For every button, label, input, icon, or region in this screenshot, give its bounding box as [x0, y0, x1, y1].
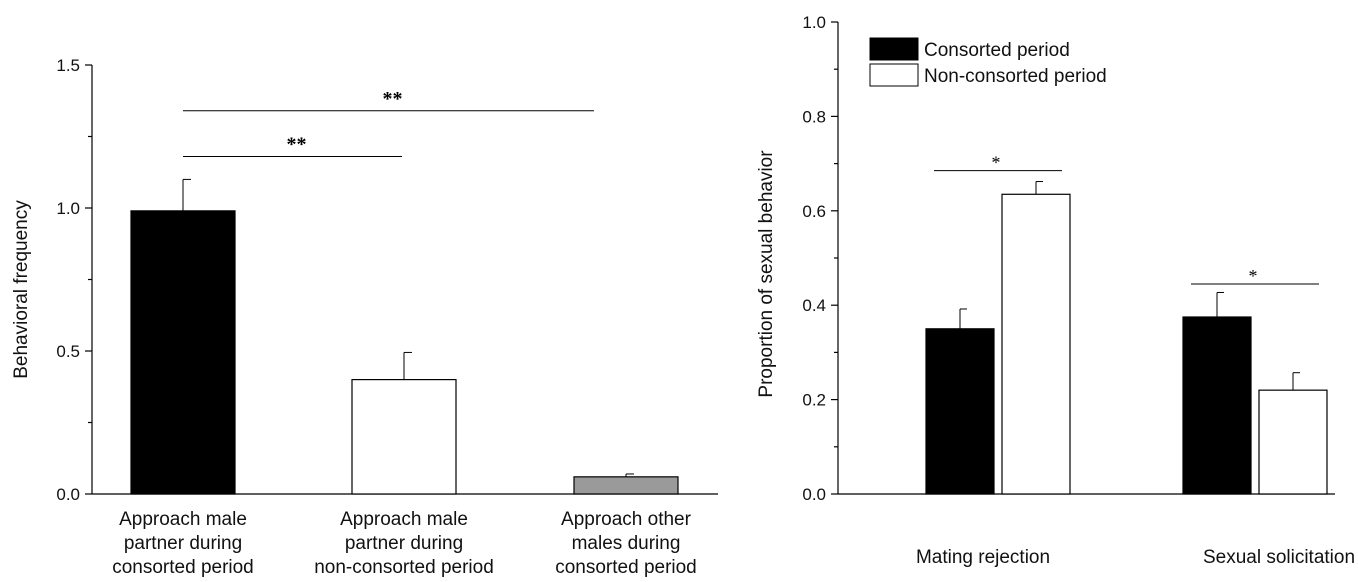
category-label-line: Approach other: [561, 509, 692, 530]
significance-label: *: [992, 153, 1001, 173]
y-tick-label: 1.0: [56, 199, 80, 218]
category-label-line: consorted period: [555, 557, 697, 578]
y-tick-label: 1.0: [802, 13, 826, 32]
y-tick-label: 0.0: [56, 485, 80, 504]
category-label: Approach male partner during non-consorted…: [314, 509, 494, 578]
legend-label: Non-consorted period: [924, 66, 1107, 87]
category-label: Approach other males during consorted peri…: [555, 509, 697, 578]
legend-swatch: [869, 63, 919, 87]
y-tick-label: 0.2: [802, 391, 826, 410]
category-label-line: partner during: [345, 533, 463, 554]
category-label: Sexual solicitation: [1203, 547, 1355, 568]
category-label-line: Approach male: [119, 509, 247, 530]
behavioral-frequency-chart: 0.0 0.5 1.0 1.5 Behavioral frequency Approach…: [11, 56, 718, 578]
category-label-line: males during: [572, 533, 681, 554]
y-tick-label: 0.4: [802, 296, 826, 315]
y-tick-label: 0.8: [802, 107, 826, 126]
bar: [1182, 316, 1252, 495]
y-tick-label: 0.6: [802, 202, 826, 221]
y-tick-label: 0.0: [802, 485, 826, 504]
legend-label: Consorted period: [924, 40, 1070, 61]
category-label-line: partner during: [124, 533, 242, 554]
bar: [1258, 389, 1328, 495]
bar: [351, 379, 457, 495]
significance-label: *: [1249, 266, 1258, 286]
y-tick-label: 0.5: [56, 342, 80, 361]
bar: [925, 328, 995, 495]
legend-swatch: [869, 37, 919, 61]
category-label: Mating rejection: [916, 547, 1050, 568]
category-label-line: non-consorted period: [314, 557, 494, 578]
category-label: Approach male partner during consorted per…: [112, 509, 254, 578]
y-axis-label: Proportion of sexual behavior: [756, 150, 777, 398]
bar: [1001, 193, 1071, 495]
y-tick-label: 1.5: [56, 56, 80, 75]
sexual-behavior-proportion-chart: 0.0 0.2 0.4 0.6 0.8 1.0 Proportion of sexual b…: [756, 13, 1355, 568]
significance-label: **: [383, 88, 403, 110]
bar: [573, 476, 679, 495]
bar: [130, 210, 236, 495]
category-label-line: Approach male: [340, 509, 468, 530]
category-label-line: consorted period: [112, 557, 254, 578]
y-axis-label: Behavioral frequency: [11, 200, 32, 379]
significance-label: **: [287, 134, 307, 156]
